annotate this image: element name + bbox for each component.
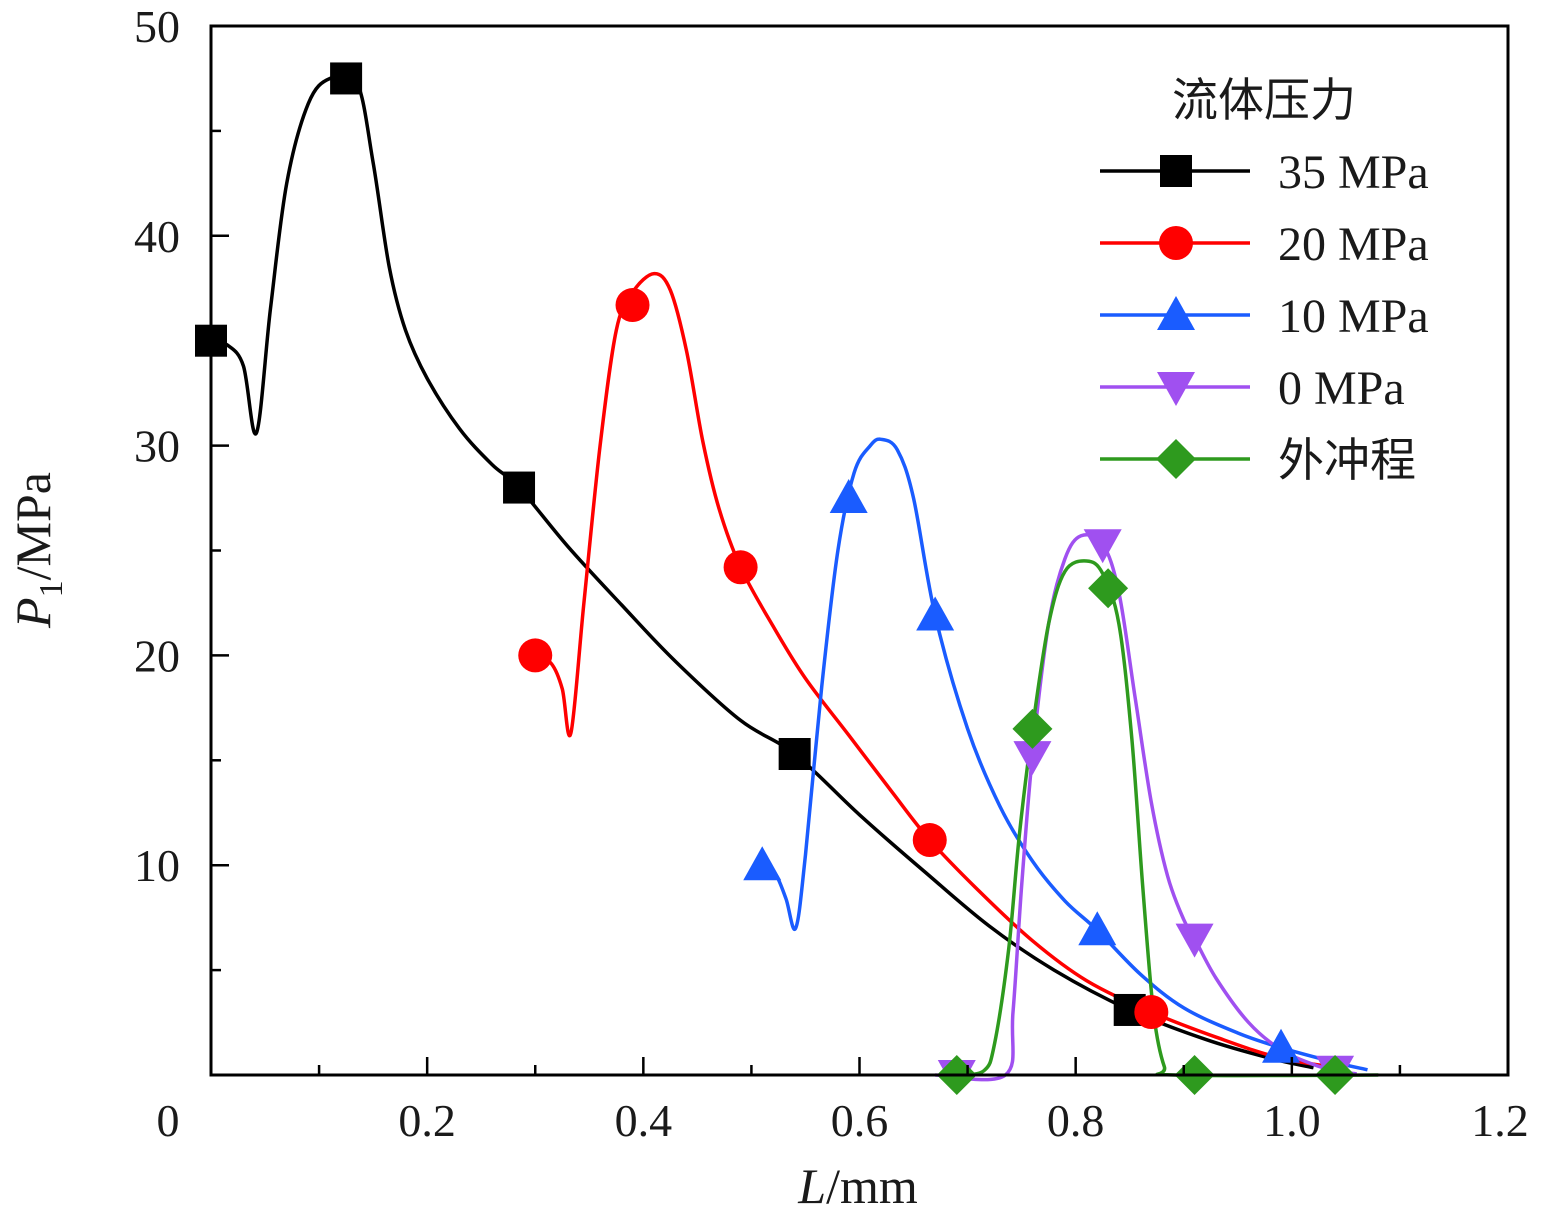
legend-marker-2	[1157, 296, 1195, 330]
series-line-2	[761, 437, 1368, 1072]
data-point-s4-2	[1088, 568, 1129, 609]
data-point-s4-1	[1012, 708, 1053, 749]
legend-marker-3	[1157, 372, 1195, 406]
y-axis-title: P1/MPa	[5, 472, 70, 629]
tick-labels: 0 0.2 0.4 0.6 0.8 1.0 1.2 10 20 30 40 50	[134, 1, 1529, 1146]
series-line-3	[935, 533, 1357, 1082]
data-point-s1-0	[518, 638, 553, 673]
data-point-s1-2	[723, 550, 758, 585]
x-tick-label: 0.6	[831, 1095, 889, 1146]
data-point-s2-2	[916, 596, 955, 631]
x-tick-label: 1.2	[1471, 1095, 1529, 1146]
series-line-0	[210, 72, 1314, 1070]
y-tick-label: 30	[134, 421, 180, 472]
axis-ticks	[209, 24, 1510, 1077]
legend: 流体压力 35 MPa 20 MPa 10 MPa 0 MPa 外冲程	[1100, 73, 1429, 487]
x-tick-label: 0.2	[398, 1095, 456, 1146]
legend-label-4: 外冲程	[1278, 433, 1416, 487]
series-line-4	[956, 559, 1379, 1078]
legend-marker-0	[1160, 155, 1192, 187]
data-point-s3-2	[1083, 529, 1122, 564]
legend-label-1: 20 MPa	[1278, 218, 1429, 271]
x-tick-label: 0.4	[615, 1095, 673, 1146]
legend-label-2: 10 MPa	[1278, 290, 1429, 343]
data-point-s0-1	[330, 62, 363, 95]
y-tick-label: 10	[134, 840, 180, 891]
legend-label-3: 0 MPa	[1278, 362, 1405, 415]
data-point-s3-3	[1175, 923, 1214, 958]
data-point-s1-3	[912, 823, 947, 858]
x-axis-title: L/mm	[797, 1158, 918, 1207]
x-tick-label: 1.0	[1263, 1095, 1321, 1146]
data-point-s1-1	[615, 288, 650, 323]
y-tick-label: 20	[134, 630, 180, 681]
legend-label-0: 35 MPa	[1278, 146, 1429, 199]
data-point-s0-3	[778, 738, 811, 771]
x-tick-label: 0	[157, 1095, 180, 1146]
y-tick-label: 40	[134, 211, 180, 262]
series-line-1	[534, 271, 1347, 1071]
data-point-s2-4	[1262, 1028, 1301, 1063]
data-point-s1-4	[1134, 995, 1169, 1030]
series-markers	[195, 62, 1356, 1095]
legend-marker-4	[1156, 439, 1196, 479]
legend-title: 流体压力	[1172, 73, 1356, 127]
data-point-s2-0	[743, 846, 782, 881]
series-curves	[210, 72, 1379, 1082]
legend-marker-1	[1159, 226, 1193, 260]
data-point-s0-2	[503, 471, 536, 504]
data-point-s2-1	[829, 479, 868, 514]
data-point-s3-1	[1013, 741, 1052, 776]
data-point-s2-3	[1078, 911, 1117, 946]
y-tick-label: 50	[134, 1, 180, 52]
x-tick-label: 0.8	[1047, 1095, 1105, 1146]
